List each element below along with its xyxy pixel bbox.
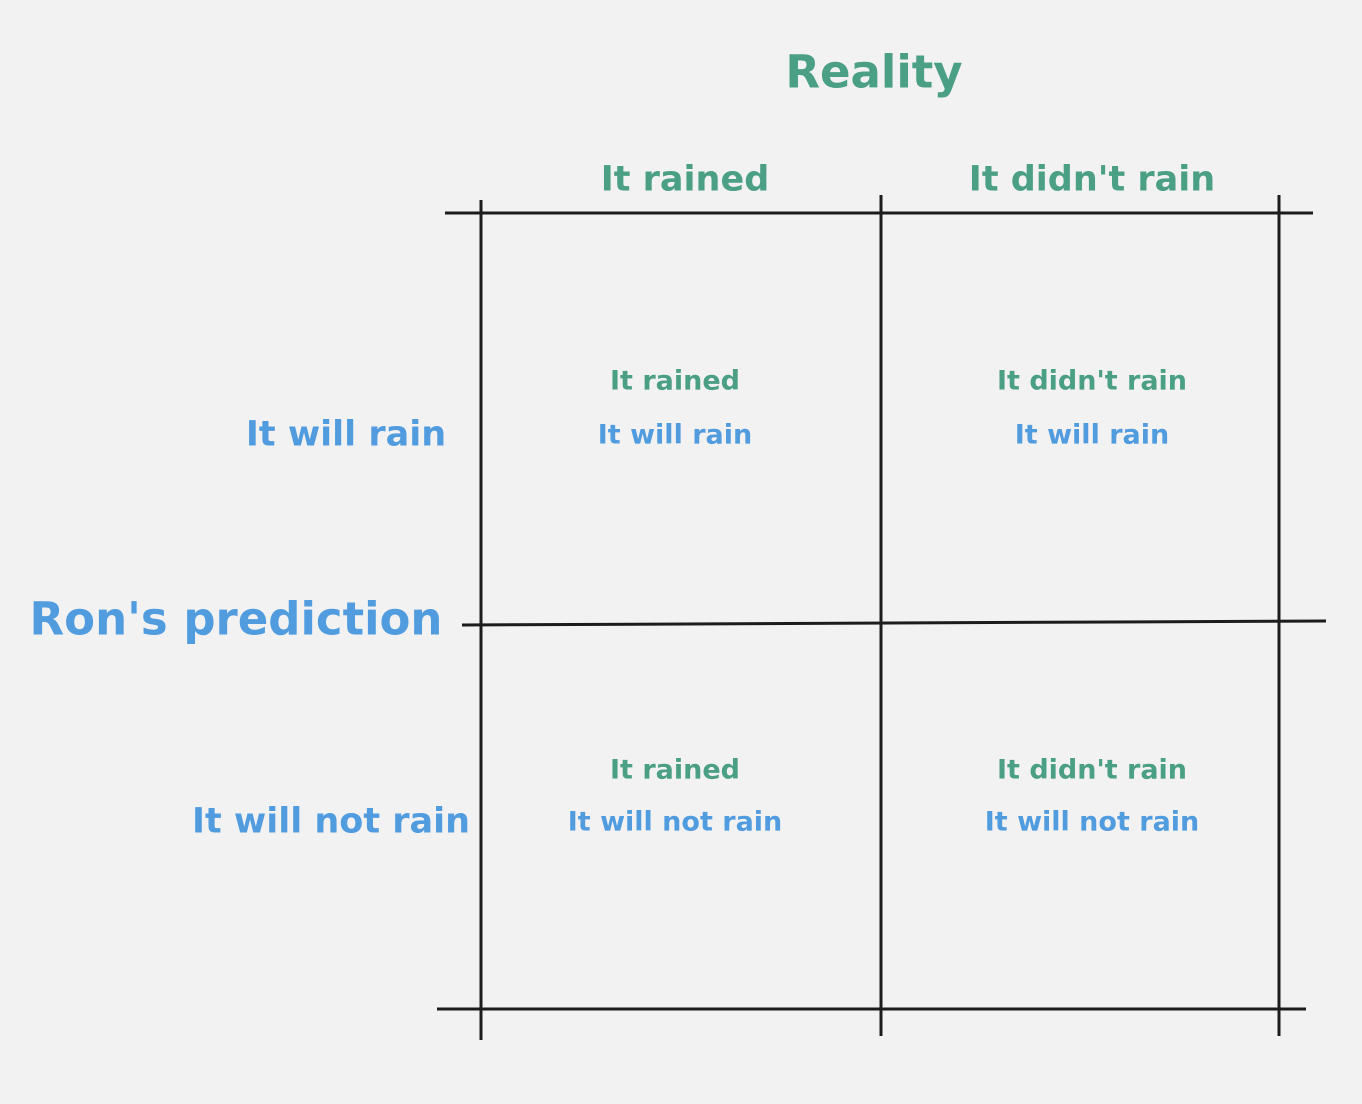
grid-line-middle (461, 619, 1327, 627)
cell-reality-label: It didn't rain (996, 365, 1188, 397)
row-axis-title: Ron's prediction (29, 592, 443, 646)
cell-reality-label: It rained (609, 365, 741, 397)
cell-reality-label: It didn't rain (996, 754, 1188, 786)
cell-prediction-label: It will rain (597, 419, 753, 451)
column-header-didnt-rain: It didn't rain (968, 159, 1216, 200)
row-header-will-not-rain: It will not rain (191, 801, 471, 842)
column-header-rained: It rained (600, 159, 770, 200)
row-header-will-rain: It will rain (245, 414, 447, 455)
cell-prediction-label: It will not rain (567, 806, 783, 838)
cell-prediction-label: It will not rain (984, 806, 1200, 838)
cell-reality-label: It rained (609, 754, 741, 786)
cell-prediction-label: It will rain (1014, 419, 1170, 451)
column-axis-title: Reality (785, 45, 963, 99)
